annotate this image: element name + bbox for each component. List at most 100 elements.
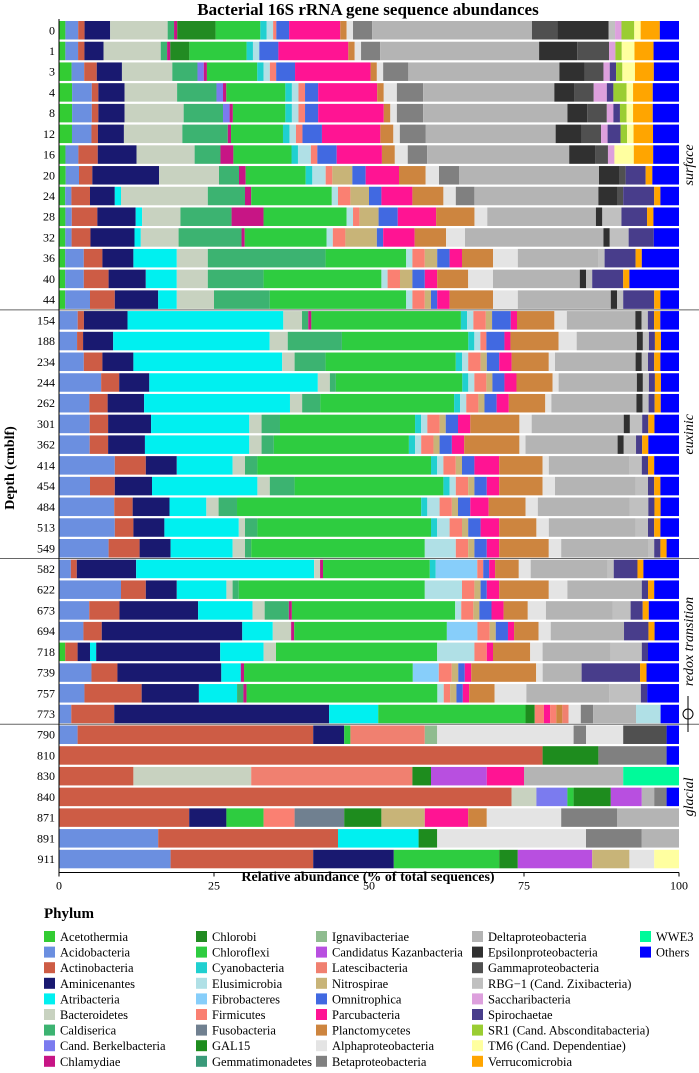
bar-segment xyxy=(326,228,333,247)
bar-segment xyxy=(59,642,66,662)
bar-segment xyxy=(59,414,90,434)
bar-segment xyxy=(219,166,239,185)
bar-segment xyxy=(437,829,586,848)
bar-segment xyxy=(412,290,425,309)
bar-segment xyxy=(606,103,614,123)
bar-segment xyxy=(114,290,159,309)
bar-segment xyxy=(660,373,679,392)
bar-segment xyxy=(622,62,635,81)
y-tick-label: 28 xyxy=(43,210,55,224)
y-tick-label: 301 xyxy=(37,417,55,431)
bar-segment xyxy=(390,103,397,123)
bar-segment xyxy=(455,476,469,496)
bar-segment xyxy=(427,145,570,164)
bar-segment xyxy=(71,186,90,206)
bar-segment xyxy=(425,166,439,185)
bar-segment xyxy=(454,393,461,413)
bar-segment xyxy=(246,684,438,703)
bar-segment xyxy=(654,476,661,496)
bar-segment xyxy=(480,331,487,351)
bar-segment xyxy=(510,331,559,351)
bar-segment xyxy=(648,580,655,599)
legend-swatch xyxy=(472,977,483,989)
bar-segment xyxy=(493,248,518,268)
bar-segment xyxy=(636,373,643,392)
bar-segment xyxy=(455,601,462,620)
bar-segment xyxy=(352,166,366,185)
bar-segment xyxy=(623,186,655,206)
bar-segment xyxy=(149,373,318,392)
bar-segment xyxy=(145,456,177,475)
bar-segment xyxy=(176,290,214,309)
bar-segment xyxy=(119,601,199,620)
legend-label: Fusobacteria xyxy=(212,1024,276,1038)
legend-swatch xyxy=(316,1024,327,1036)
bar-segment xyxy=(305,83,319,102)
bar-segment xyxy=(183,103,224,123)
bar-segment xyxy=(431,518,438,537)
bar-segment xyxy=(98,83,125,102)
bar-segment xyxy=(269,331,288,351)
bar-segment xyxy=(536,663,543,682)
bar-segment xyxy=(574,83,594,102)
bar-segment xyxy=(245,518,258,537)
bar-segment xyxy=(257,476,270,496)
bar-segment xyxy=(317,145,337,164)
bar-segment xyxy=(652,83,679,102)
bar-segment xyxy=(474,331,481,351)
bar-segment xyxy=(635,518,648,537)
legend-swatch xyxy=(472,1024,483,1036)
bar-segment xyxy=(633,124,654,144)
bar-segment xyxy=(145,580,177,599)
bar-segment xyxy=(263,207,347,226)
bar-segment xyxy=(142,207,181,226)
legend-label: Elusimicrobia xyxy=(212,977,283,991)
bar-segment xyxy=(135,207,143,226)
bar-segment xyxy=(132,497,170,517)
bar-segment xyxy=(353,21,373,40)
bar-segment xyxy=(486,476,500,496)
bar-segment xyxy=(648,331,655,351)
bar-segment xyxy=(245,186,252,206)
bar-segment xyxy=(550,621,625,641)
bar-segment xyxy=(59,539,109,558)
y-tick-label: 154 xyxy=(37,313,55,327)
legend-label: Planctomycetes xyxy=(332,1024,411,1038)
bar-segment xyxy=(436,207,475,226)
bar-segment xyxy=(629,849,655,869)
bar-segment xyxy=(232,456,245,475)
bar-segment xyxy=(101,621,243,641)
bar-segment xyxy=(97,124,124,144)
bar-segment xyxy=(381,145,395,164)
y-tick-label: 8 xyxy=(49,106,55,120)
bar-segment xyxy=(170,849,314,869)
bar-segment xyxy=(643,559,679,579)
bar-segment xyxy=(294,808,345,827)
bar-segment xyxy=(443,684,451,703)
bar-segment xyxy=(251,539,425,558)
bar-segment xyxy=(609,41,616,61)
bar-segment xyxy=(418,829,438,848)
bar-segment xyxy=(462,373,469,392)
bar-segment xyxy=(344,725,351,744)
bar-segment xyxy=(604,248,636,268)
y-tick-label: 718 xyxy=(37,645,55,659)
bar-segment xyxy=(630,601,643,620)
bar-segment xyxy=(134,228,141,247)
y-tick-label: 4 xyxy=(49,85,55,99)
bar-segment xyxy=(59,456,115,475)
bar-segment xyxy=(647,311,655,330)
bar-segment xyxy=(329,373,336,392)
bar-segment xyxy=(323,559,430,579)
bar-segment xyxy=(294,476,444,496)
bar-segment xyxy=(65,21,79,40)
bar-segment xyxy=(424,248,438,268)
bar-segment xyxy=(653,145,679,164)
bar-segment xyxy=(548,518,636,537)
bar-segment xyxy=(648,373,655,392)
bar-segment xyxy=(459,166,599,185)
bar-segment xyxy=(451,663,459,682)
bar-segment xyxy=(615,21,622,40)
bar-segment xyxy=(103,41,161,61)
